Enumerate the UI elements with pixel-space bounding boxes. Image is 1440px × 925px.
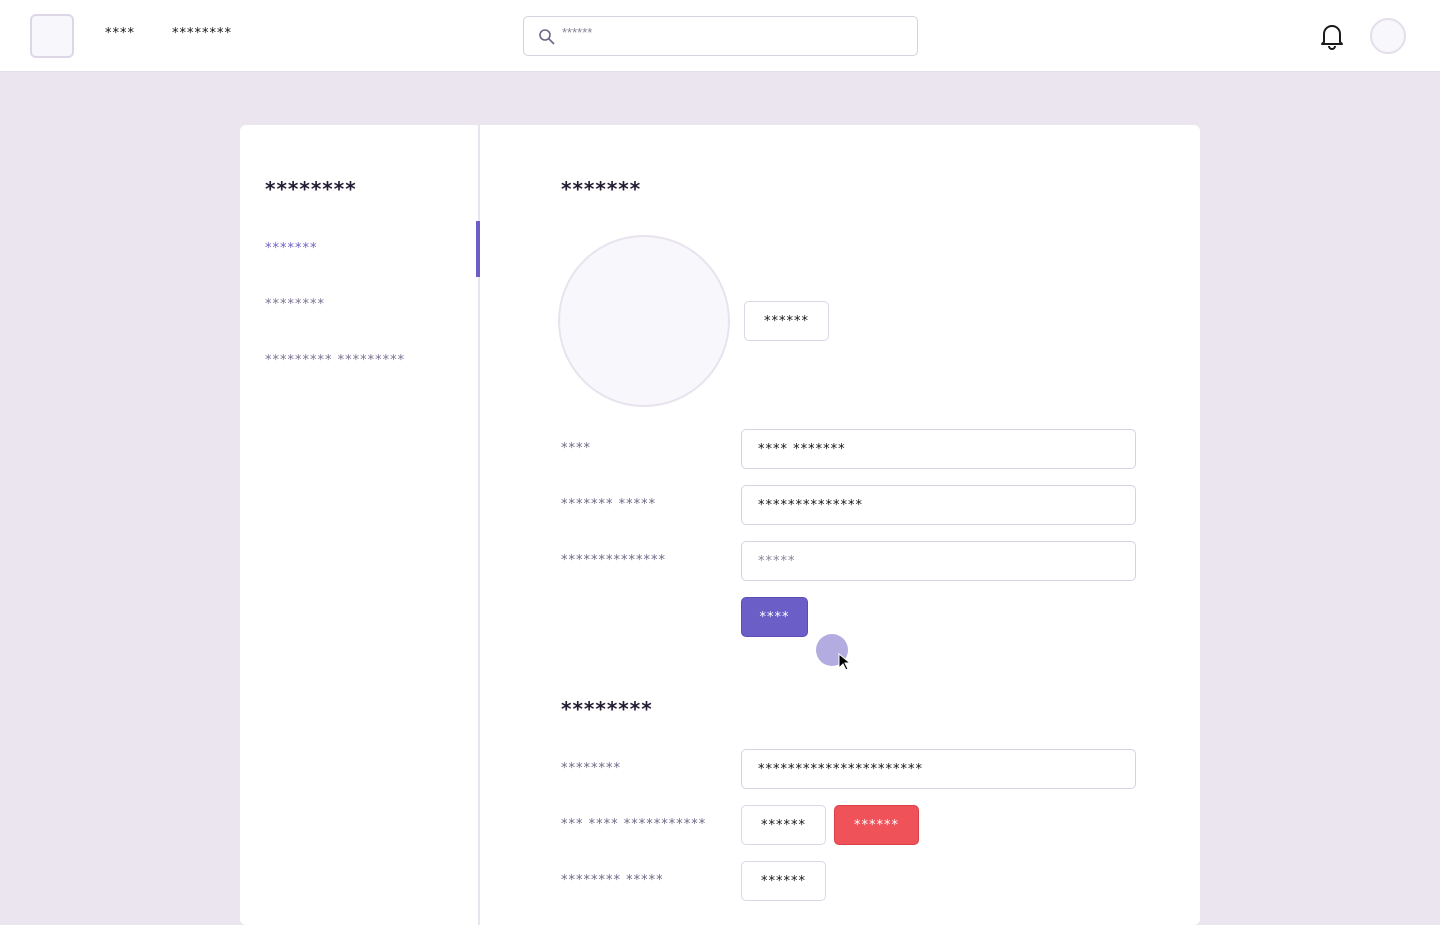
- mouse-cursor-icon: [838, 653, 850, 671]
- search-box[interactable]: [523, 16, 918, 56]
- profile-heading: *******: [561, 177, 642, 201]
- save-button[interactable]: ****: [741, 597, 808, 637]
- search-icon: [539, 29, 555, 45]
- two-factor-label: *** **** ***********: [561, 817, 707, 832]
- top-bar: **** ********: [0, 0, 1440, 72]
- field-label-1: ****: [561, 441, 591, 456]
- sidebar-item-1[interactable]: *******: [265, 241, 318, 256]
- logo[interactable]: [30, 14, 74, 58]
- email-input[interactable]: [741, 485, 1136, 525]
- user-avatar[interactable]: [1370, 18, 1406, 54]
- settings-sidebar: ******** ******* ******** ********* ****…: [240, 125, 480, 925]
- two-factor-disable-button[interactable]: ******: [834, 805, 919, 845]
- password-label: ********: [561, 761, 621, 776]
- security-heading: ********: [561, 697, 653, 721]
- profile-avatar: [558, 235, 730, 407]
- bell-icon[interactable]: [1318, 21, 1346, 51]
- password-input[interactable]: [741, 749, 1136, 789]
- two-factor-enable-button[interactable]: ******: [741, 805, 826, 845]
- name-input[interactable]: [741, 429, 1136, 469]
- nav-link-1[interactable]: ****: [105, 26, 135, 41]
- sidebar-item-3[interactable]: ********* *********: [265, 353, 406, 368]
- sessions-button[interactable]: ******: [741, 861, 826, 901]
- search-input[interactable]: [562, 25, 902, 40]
- settings-card: ******** ******* ******** ********* ****…: [240, 125, 1200, 925]
- field-label-2: ******* *****: [561, 497, 657, 512]
- change-avatar-button[interactable]: ******: [744, 301, 829, 341]
- sidebar-title: ********: [265, 177, 357, 201]
- sessions-label: ******** *****: [561, 873, 664, 888]
- sidebar-item-2[interactable]: ********: [265, 297, 325, 312]
- active-indicator: [476, 221, 480, 277]
- nav-link-2[interactable]: ********: [172, 26, 232, 41]
- third-input[interactable]: [741, 541, 1136, 581]
- field-label-3: **************: [561, 553, 666, 568]
